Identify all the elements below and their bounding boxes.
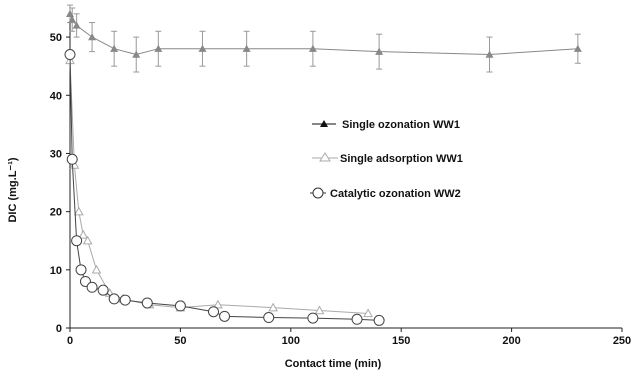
data-point [66, 153, 78, 165]
data-point [308, 44, 317, 52]
legend-marker-catalytic-ozonation [312, 187, 324, 199]
data-point [78, 229, 89, 239]
series-2 [64, 49, 385, 326]
data-point [68, 15, 77, 23]
data-point [88, 33, 97, 41]
x-tick-label: 150 [392, 335, 410, 347]
data-point [268, 302, 278, 312]
data-point [72, 21, 81, 29]
y-tick-label: 30 [50, 148, 62, 160]
x-tick-label: 50 [174, 335, 186, 347]
series-line [69, 60, 369, 314]
data-point [66, 9, 74, 18]
y-axis-title: DIC (mg.L⁻¹) [7, 157, 19, 222]
data-point [263, 312, 275, 324]
data-point [242, 44, 251, 52]
data-point [73, 206, 84, 216]
data-point [132, 50, 141, 58]
data-point [97, 284, 109, 296]
data-point [64, 49, 76, 61]
legend-label-single-ozonation: Single ozonation WW1 [342, 119, 460, 131]
legend-item-single-ozonation: Single ozonation WW1 [312, 119, 460, 131]
x-tick-label: 100 [282, 335, 300, 347]
series-line [69, 13, 578, 56]
legend-marker-single-adsorption [319, 152, 331, 162]
legend-item-single-adsorption: Single adsorption WW1 [312, 152, 463, 165]
y-tick-label: 0 [56, 323, 62, 335]
x-tick-label: 0 [67, 335, 73, 347]
data-point [71, 235, 83, 247]
data-point [373, 314, 385, 326]
y-tick-label: 50 [50, 32, 62, 44]
data-point [485, 50, 494, 58]
data-point [213, 299, 223, 309]
data-point [110, 44, 119, 52]
x-tick-label: 200 [502, 335, 520, 347]
x-axis-title: Contact time (min) [285, 358, 382, 370]
data-point [363, 308, 373, 318]
y-tick-label: 20 [50, 207, 62, 219]
legend-item-catalytic-ozonation: Catalytic ozonation WW2 [310, 187, 461, 200]
data-point [86, 281, 98, 293]
data-point [307, 312, 319, 324]
data-point [141, 297, 153, 309]
data-point [108, 293, 120, 305]
data-point [375, 47, 384, 55]
data-point [82, 235, 93, 245]
data-point [119, 294, 131, 306]
data-marks [64, 4, 582, 326]
series-0 [66, 4, 582, 73]
data-point [351, 313, 363, 325]
legend: Single ozonation WW1 Single adsorption W… [310, 119, 463, 200]
data-point [154, 44, 163, 52]
data-point [75, 264, 87, 276]
data-point [198, 44, 207, 52]
data-point [219, 310, 231, 322]
data-point [208, 306, 220, 318]
data-point [174, 300, 186, 312]
legend-label-single-adsorption: Single adsorption WW1 [340, 153, 463, 165]
y-tick-label: 40 [50, 90, 62, 102]
legend-label-catalytic-ozonation: Catalytic ozonation WW2 [330, 188, 461, 200]
data-point [314, 305, 325, 315]
x-tick-label: 250 [613, 335, 631, 347]
data-point [573, 44, 582, 52]
series-1 [65, 55, 373, 318]
data-point [91, 264, 102, 274]
y-tick-label: 10 [50, 265, 62, 277]
axes: 0 50 100 150 200 250 0 10 20 30 40 50 [50, 8, 631, 347]
legend-marker-single-ozonation [320, 120, 328, 127]
